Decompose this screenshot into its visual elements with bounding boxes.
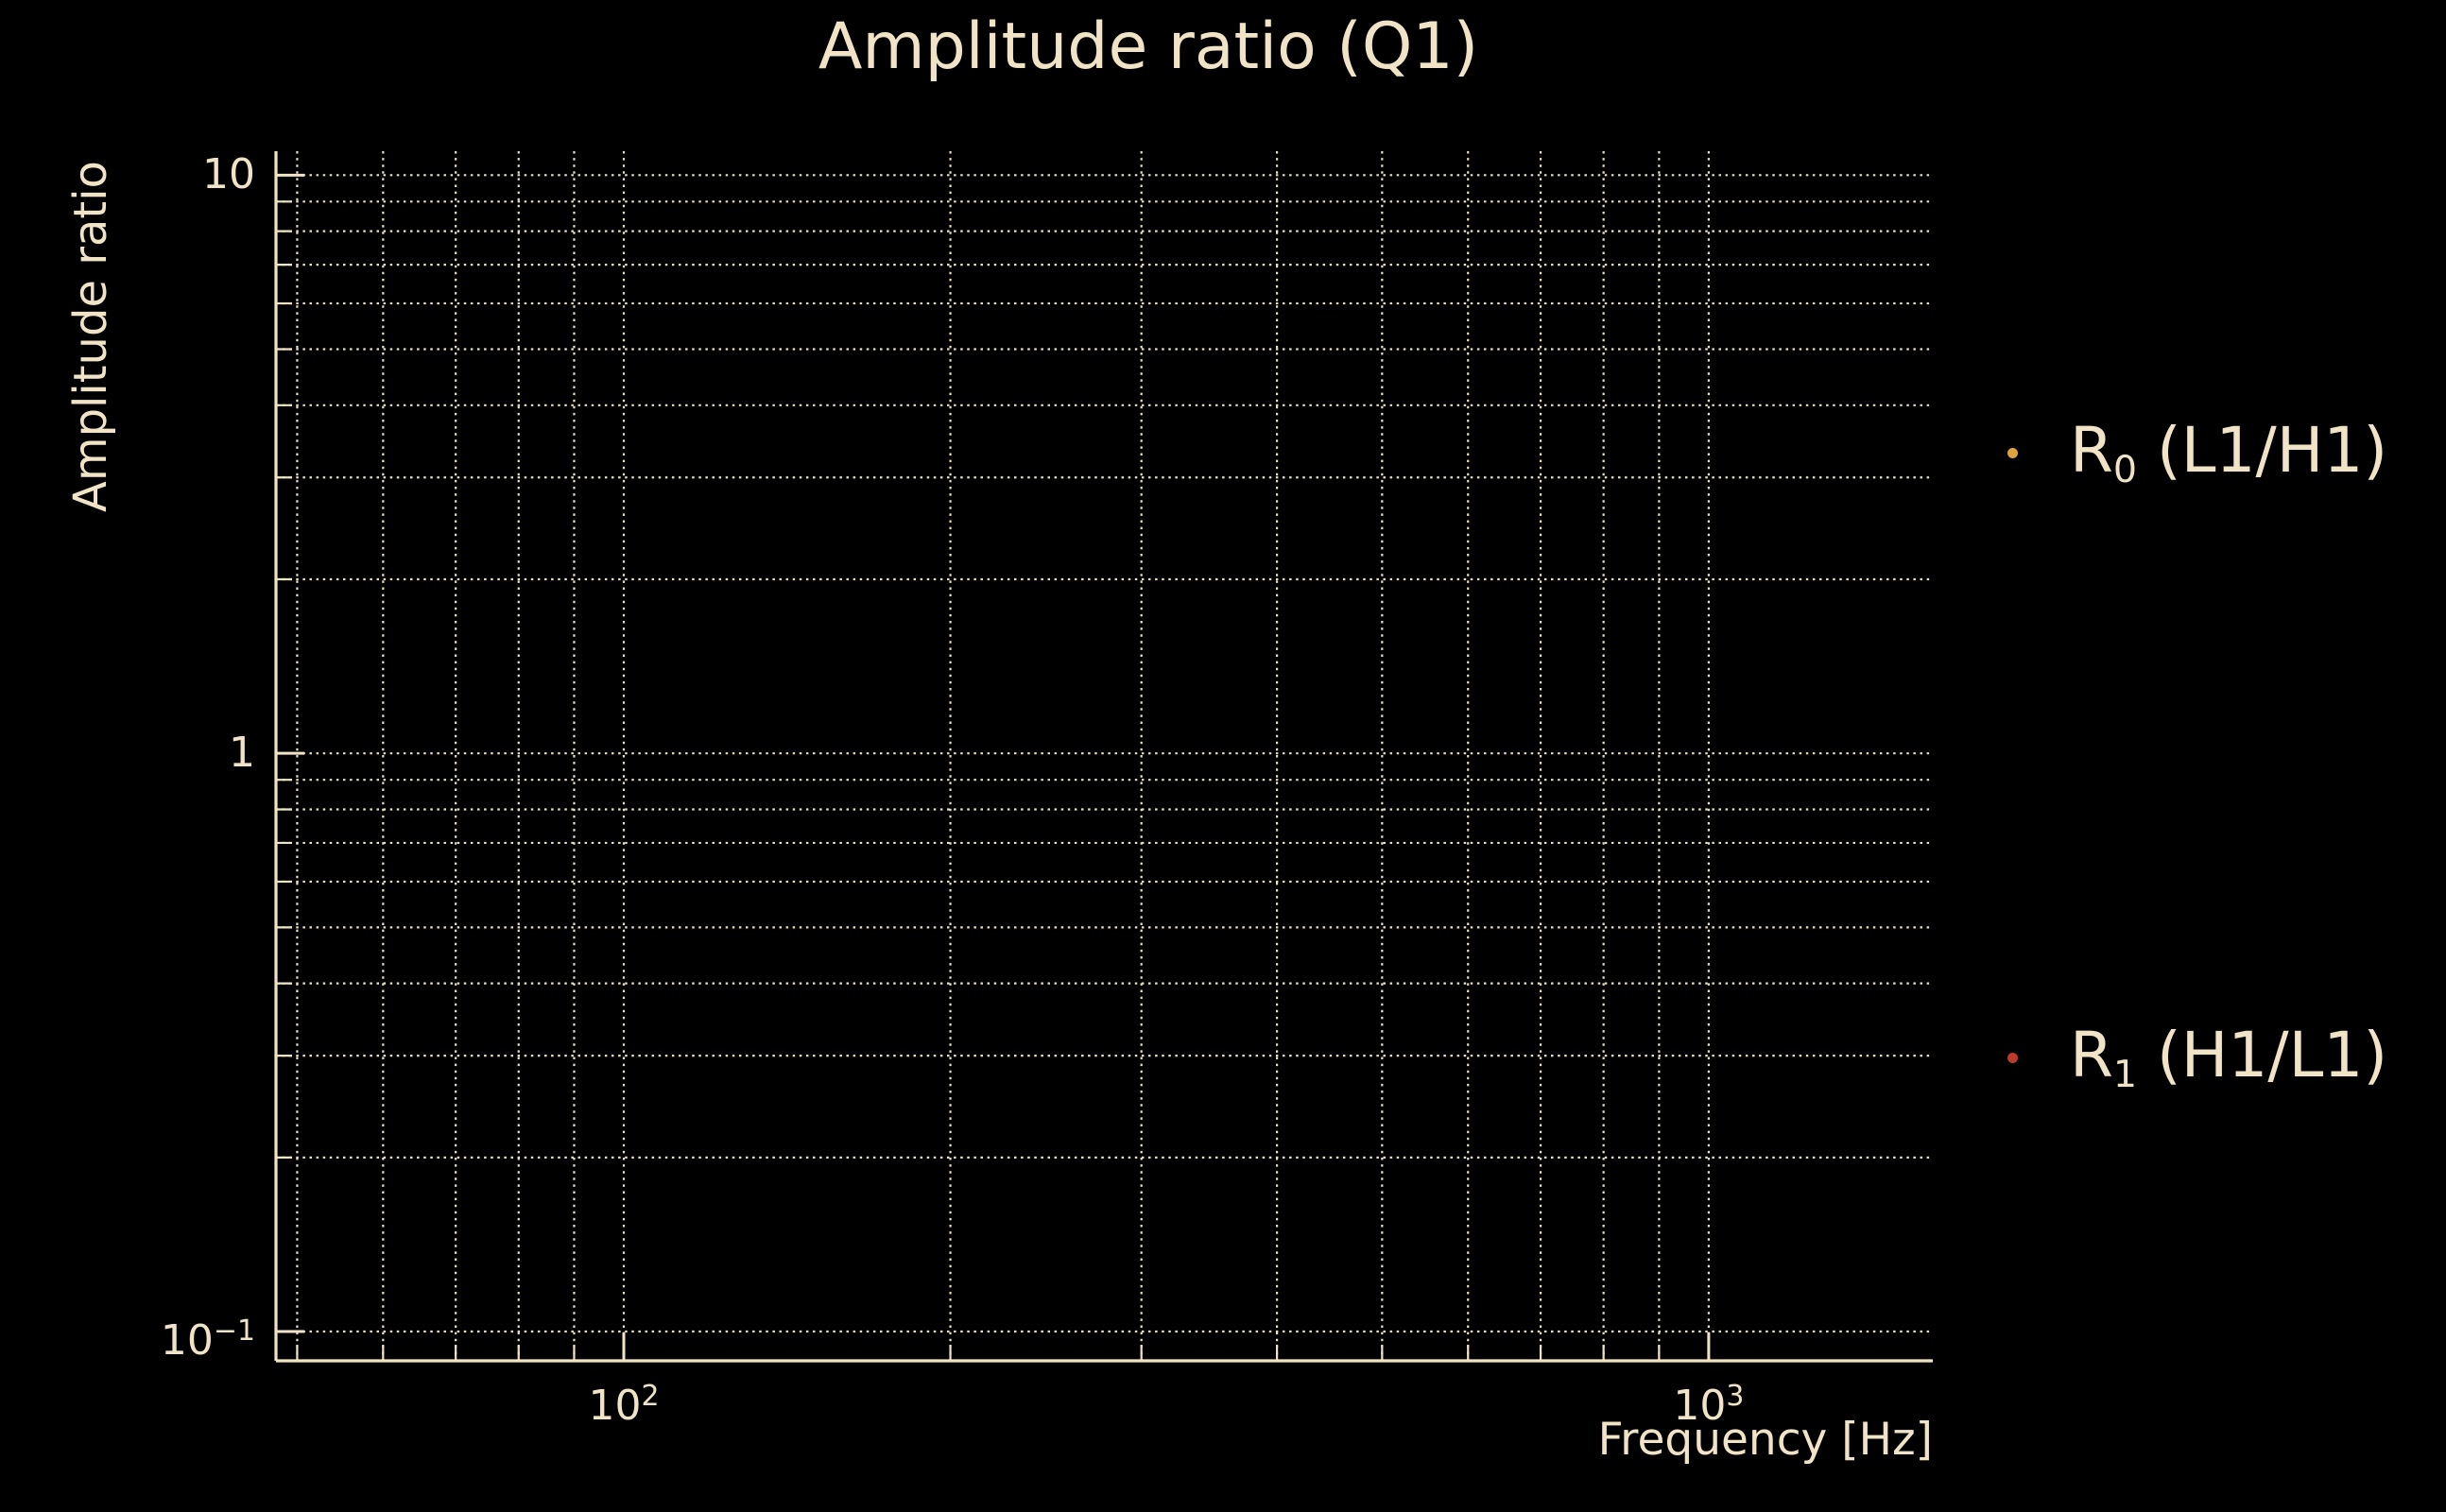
x-tick-label-exponent: 2: [641, 1380, 660, 1413]
y-tick-label: 10: [202, 150, 255, 199]
x-tick-label: 102: [588, 1380, 660, 1430]
y-tick-label-exponent: −1: [213, 1314, 255, 1349]
legend-label-r1: R1 (H1/L1): [2070, 1018, 2388, 1097]
legend-label-r0: R0 (L1/H1): [2070, 413, 2388, 492]
x-tick-label: 103: [1673, 1380, 1745, 1430]
legend-label-subscript: 1: [2112, 1053, 2138, 1097]
legend-label-subscript: 0: [2112, 448, 2138, 492]
legend-marker-r0: [2007, 447, 2018, 458]
y-tick-label: 1: [229, 729, 255, 778]
x-tick-label-exponent: 3: [1726, 1380, 1745, 1413]
y-tick-label: 10−1: [160, 1314, 255, 1365]
chart-title: Amplitude ratio (Q1): [818, 9, 1479, 84]
legend-marker-r1: [2007, 1052, 2018, 1063]
x-axis-label: Frequency [Hz]: [1597, 1414, 1933, 1466]
